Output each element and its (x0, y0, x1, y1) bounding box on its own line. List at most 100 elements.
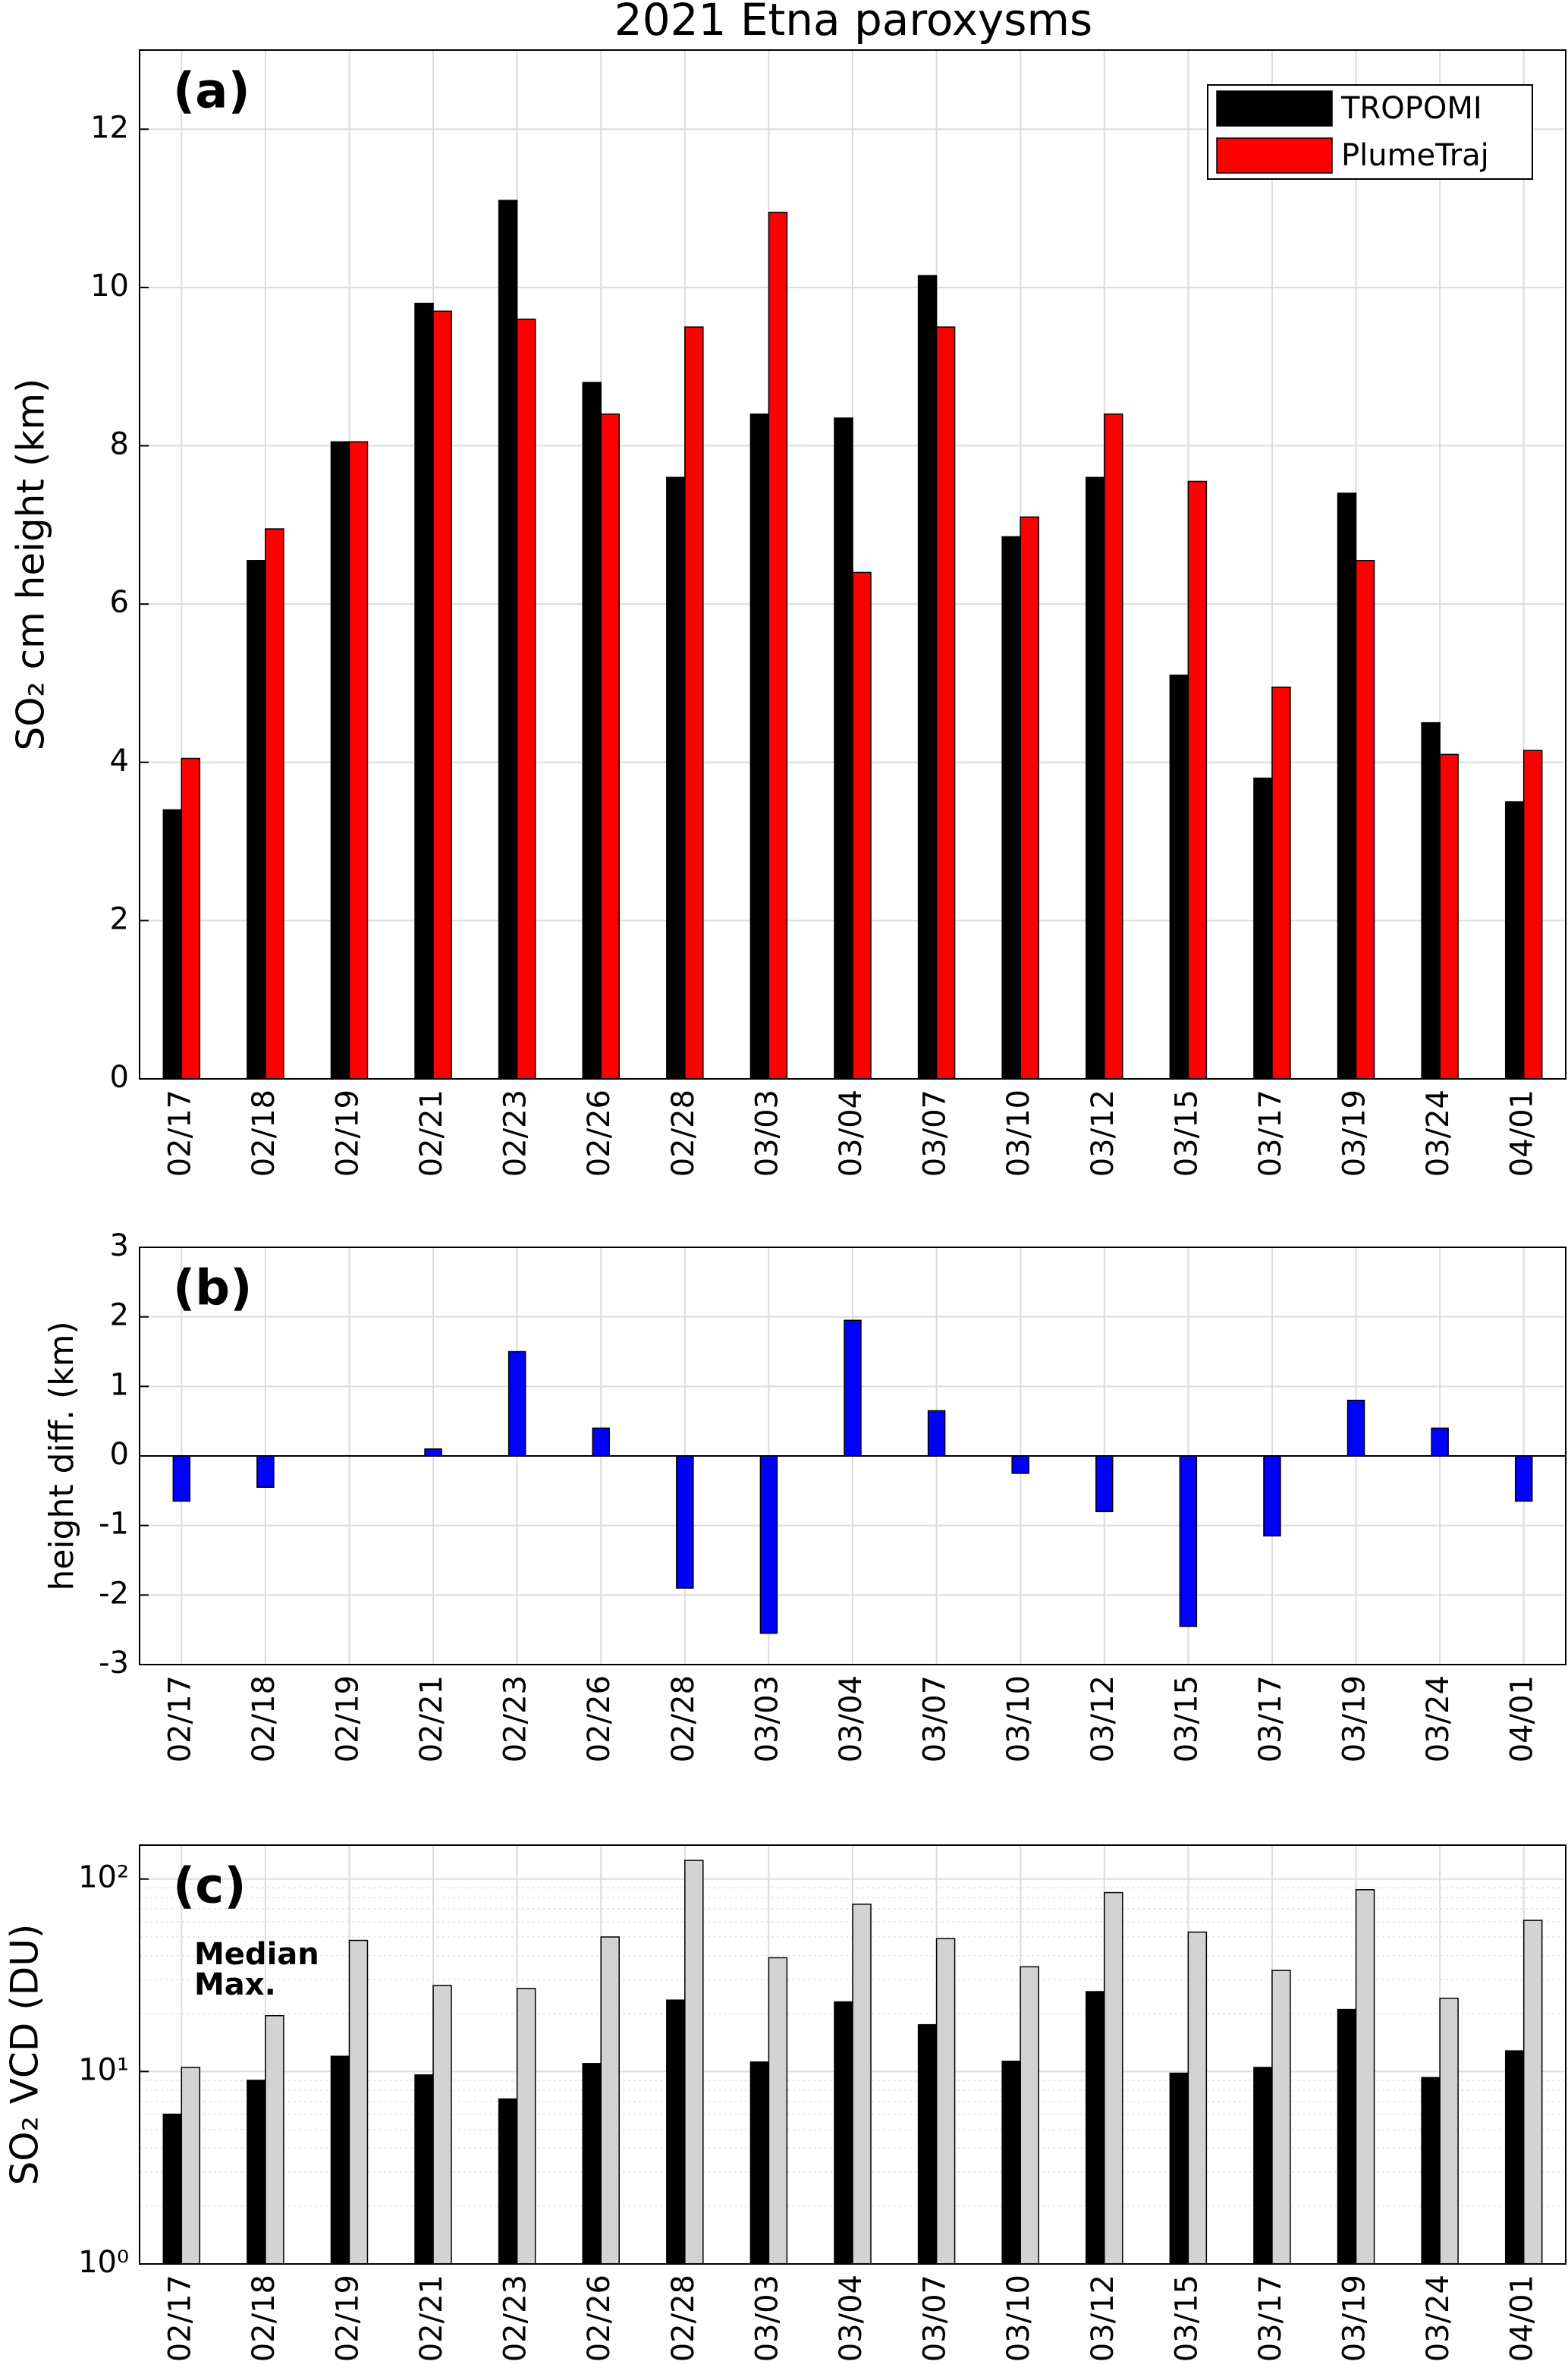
x-tick-label: 03/04 (834, 1089, 869, 1177)
x-tick-label: 03/10 (1001, 1675, 1036, 1762)
bar (1187, 1931, 1208, 2265)
y-tick-label: 10¹ (78, 2052, 129, 2087)
x-tick-label: 04/01 (1505, 1089, 1540, 1177)
x-tick-label: 03/19 (1337, 1675, 1372, 1762)
y-tick-label: 0 (110, 1437, 129, 1472)
bar (676, 1455, 694, 1589)
bar (1001, 2061, 1021, 2265)
bar (1346, 1399, 1365, 1457)
y-axis-label: SO₂ cm height (km) (9, 378, 53, 750)
bar (247, 560, 266, 1080)
bar (414, 2074, 434, 2265)
panel-label: (c) (173, 1859, 246, 1915)
x-tick-label: 03/24 (1421, 2275, 1456, 2362)
bar (600, 1936, 620, 2265)
bar (1439, 1998, 1459, 2265)
legend-swatch (1216, 137, 1333, 174)
x-tick-label: 03/12 (1086, 2275, 1120, 2362)
bar (935, 1938, 956, 2265)
bar (432, 1985, 452, 2265)
bar (1421, 2077, 1441, 2265)
bar (1179, 1455, 1198, 1627)
x-tick-label: 03/07 (918, 1089, 953, 1177)
x-tick-label: 02/18 (247, 1675, 281, 1762)
x-tick-label: 02/19 (330, 1089, 365, 1177)
x-tick-label: 04/01 (1505, 1675, 1540, 1762)
y-tick-label: 0 (110, 1060, 129, 1095)
bar (1104, 1891, 1123, 2265)
x-tick-label: 02/17 (162, 1675, 197, 1762)
bar (265, 2015, 284, 2265)
bar (582, 382, 602, 1080)
bar (1504, 801, 1525, 1080)
bar (1337, 2008, 1357, 2265)
bar (852, 1904, 872, 2265)
bar (256, 1455, 275, 1488)
x-tick-label: 02/26 (582, 1675, 617, 1762)
bar (1522, 1920, 1543, 2265)
bar (162, 2113, 183, 2265)
y-tick-label: -1 (99, 1507, 129, 1542)
bar (162, 809, 183, 1080)
bar (759, 1455, 778, 1634)
legend-label: Median (194, 1937, 319, 1972)
x-tick-label: 02/19 (330, 1675, 365, 1762)
x-tick-label: 03/15 (1169, 2275, 1204, 2362)
bar (181, 2067, 201, 2265)
x-tick-label: 03/12 (1086, 1675, 1120, 1762)
bar (917, 2023, 938, 2265)
bar (498, 200, 518, 1080)
x-tick-label: 02/19 (330, 2275, 365, 2362)
axes-box (139, 49, 1566, 1080)
y-tick-label: 1 (110, 1367, 129, 1402)
x-tick-label: 02/21 (414, 1089, 449, 1177)
x-tick-label: 03/04 (834, 2275, 869, 2362)
bar (1431, 1427, 1449, 1457)
y-tick-label: 10⁰ (78, 2245, 129, 2280)
y-tick-label: 8 (110, 427, 129, 462)
y-tick-label: 4 (110, 744, 129, 778)
bar (247, 2080, 266, 2265)
x-tick-label: 02/23 (498, 1089, 533, 1177)
x-tick-label: 02/23 (498, 2275, 533, 2362)
x-tick-label: 02/18 (247, 1089, 281, 1177)
y-tick-label: 2 (110, 901, 129, 936)
bar (582, 2063, 602, 2265)
bar (1355, 1889, 1375, 2265)
bar (498, 2098, 518, 2265)
bar (1020, 516, 1039, 1080)
bar (1086, 476, 1105, 1080)
bar (432, 310, 452, 1080)
bar (834, 2001, 853, 2265)
bar (844, 1319, 862, 1457)
bar (684, 326, 704, 1080)
x-tick-label: 03/24 (1421, 1089, 1456, 1177)
bar (1271, 1970, 1291, 2265)
bar (1253, 777, 1273, 1080)
y-tick-label: 10 (90, 269, 129, 303)
bar (1504, 2050, 1525, 2265)
bar (666, 1999, 686, 2265)
bar (1263, 1455, 1281, 1537)
bar (666, 476, 686, 1080)
axes-box (139, 1247, 1566, 1665)
bar (414, 303, 434, 1080)
x-tick-label: 03/24 (1421, 1675, 1456, 1762)
bar (592, 1427, 610, 1457)
x-tick-label: 03/19 (1337, 1089, 1372, 1177)
bar (265, 528, 284, 1080)
x-tick-label: 03/07 (918, 2275, 953, 2362)
legend-label: Max. (194, 1967, 276, 2002)
bar (330, 441, 350, 1080)
bar (516, 318, 536, 1080)
bar (1271, 686, 1291, 1080)
x-tick-label: 02/18 (247, 2275, 281, 2362)
x-tick-label: 03/12 (1086, 1089, 1120, 1177)
y-tick-label: 6 (110, 585, 129, 620)
bar (1337, 492, 1357, 1080)
bar (834, 417, 853, 1080)
x-tick-label: 03/07 (918, 1675, 953, 1762)
bar (749, 2061, 770, 2265)
bar (927, 1410, 946, 1457)
